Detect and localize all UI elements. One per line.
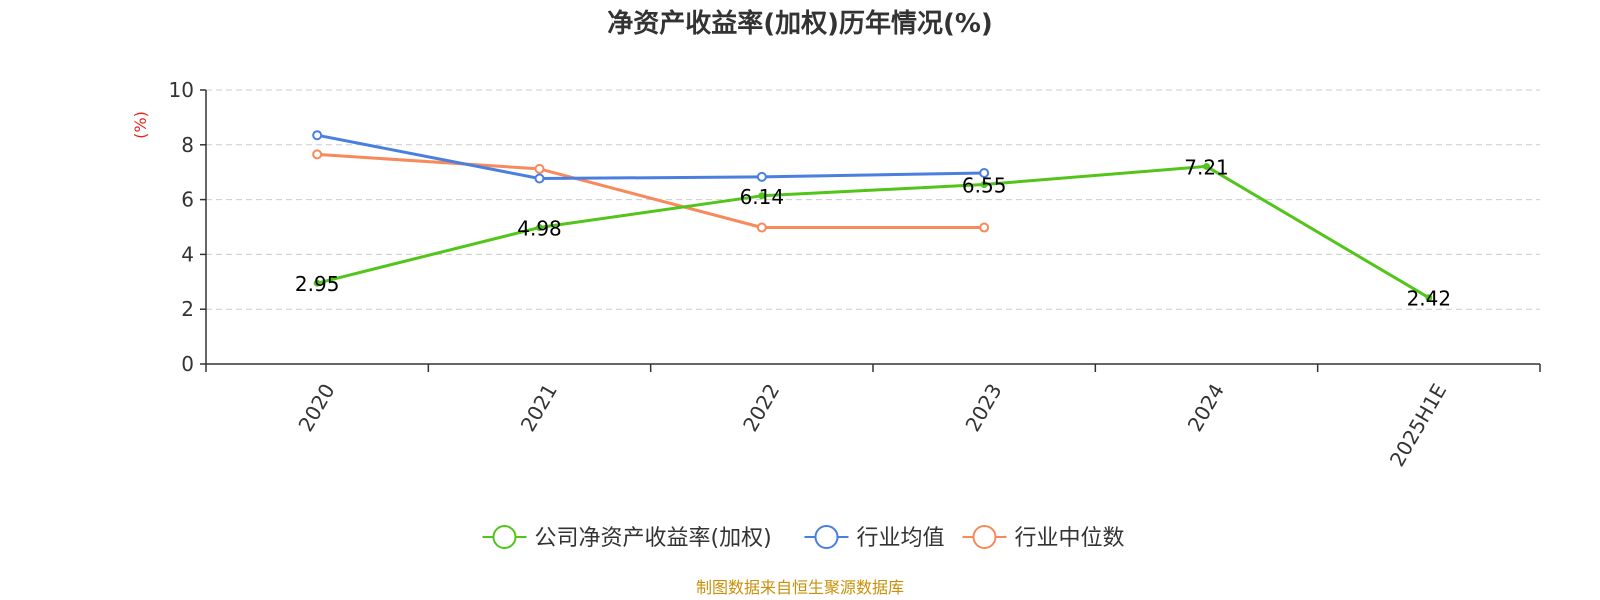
legend-item: 行业中位数 [962,525,1125,551]
y-tick-label: 8 [181,133,194,157]
legend-label: 行业均值 [857,526,945,551]
x-tick-label: 2024 [1183,380,1229,436]
series-point-1 [534,173,545,184]
y-tick-label: 2 [181,297,194,321]
series-line-0 [316,164,1430,299]
data-label: 6.55 [962,174,1007,198]
data-label: 6.14 [740,185,785,209]
chart-title: 净资产收益率(加权)历年情况(%) [607,8,993,39]
series-point-1 [756,171,767,182]
x-tick-label: 2023 [960,380,1006,436]
y-tick-label: 0 [181,352,194,376]
series-line-1 [316,133,985,180]
legend-label: 行业中位数 [1015,526,1125,551]
series-point-0 [536,224,543,232]
data-label: 2.42 [1407,287,1452,311]
series-point-2 [534,163,545,174]
x-tick-label: 2021 [516,380,562,436]
y-tick-label: 6 [181,188,194,212]
legend-item: 行业均值 [804,525,945,551]
series-point-0 [980,181,988,189]
series-point-0 [1203,162,1210,170]
series-point-1 [312,130,323,141]
x-tick-label: 2022 [738,380,784,436]
x-tick-label: 2020 [293,380,339,436]
legend-circle-marker [492,525,517,549]
series-point-2 [756,222,767,233]
x-tick-label: 2025H1E [1385,380,1451,471]
legend-circle-marker [814,525,839,549]
legend-circle-marker [972,525,997,549]
series-point-0 [758,192,766,200]
series-point-2 [312,149,323,160]
y-tick-label: 10 [169,78,194,102]
y-tick-label: 4 [181,242,194,266]
legend-item: 公司净资产收益率(加权) [482,525,772,551]
legend-label: 公司净资产收益率(加权) [535,526,772,551]
series-point-0 [313,279,321,287]
series-point-2 [979,222,990,233]
series-point-0 [1425,294,1433,302]
data-label: 7.21 [1184,155,1229,179]
data-label: 2.95 [295,272,340,296]
series-layer [312,130,1433,302]
series-line-2 [317,152,985,229]
source-note: 制图数据来自恒生聚源数据库 [696,578,904,597]
legend: 公司净资产收益率(加权) 行业均值 行业中位数 [482,525,1125,551]
data-label-layer: 2.95 4.98 6.14 6.55 7.21 2.42 [295,155,1451,310]
series-point-1 [979,168,990,179]
axis-layer: 0 2 4 6 8 10 2020 2021 2022 2023 2024 2025H1E [169,78,1541,471]
grid-layer [206,89,1540,310]
data-label: 4.98 [517,217,562,241]
y-axis-unit-label: (%) [131,111,150,139]
